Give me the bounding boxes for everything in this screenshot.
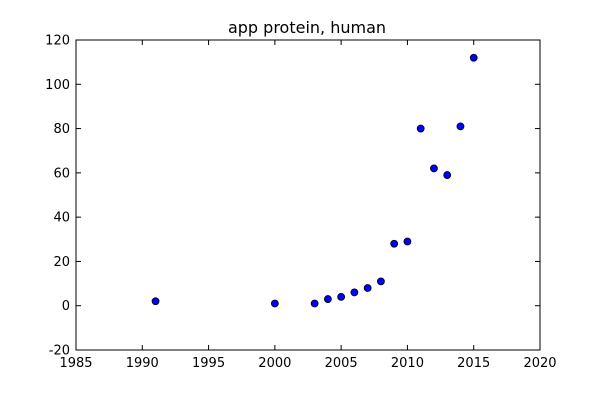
y-tick-label: 40	[53, 211, 70, 226]
x-tick-label: 1990	[126, 356, 159, 371]
data-point	[323, 295, 332, 303]
x-tick-label: 2005	[325, 356, 358, 371]
data-points	[151, 53, 478, 308]
data-point	[270, 299, 279, 308]
y-tick-label: 0	[62, 299, 70, 314]
data-point	[390, 239, 399, 248]
y-axis-ticks: -20 0 20 40 60 80 100 120	[45, 34, 540, 359]
x-tick-label: 2010	[391, 356, 424, 371]
data-point	[363, 284, 372, 292]
data-point	[469, 53, 478, 62]
data-point	[456, 122, 465, 131]
data-point	[337, 292, 346, 301]
y-tick-label: -20	[49, 344, 70, 359]
x-axis-ticks: 1985 1990 1995 2000 2005 2010 2015 2020	[59, 40, 557, 371]
data-point	[430, 164, 438, 173]
x-tick-label: 2000	[258, 356, 291, 371]
data-point	[403, 237, 412, 246]
x-tick-label: 1995	[192, 356, 225, 371]
y-tick-label: 120	[45, 34, 70, 49]
y-tick-label: 20	[53, 255, 70, 270]
y-tick-label: 60	[53, 166, 70, 181]
x-tick-label: 2020	[523, 356, 556, 371]
chart-title: app protein, human	[228, 18, 386, 37]
y-tick-label: 80	[53, 122, 70, 137]
x-tick-label: 2015	[457, 356, 490, 371]
data-point	[416, 124, 425, 133]
data-point	[310, 299, 319, 308]
data-point	[151, 297, 160, 306]
plot-area: 1985 1990 1995 2000 2005 2010 2015 2020 -20 0 20 4…	[45, 34, 556, 372]
axes-frame	[75, 39, 541, 351]
data-point	[443, 171, 452, 179]
x-tick-label: 1985	[59, 356, 92, 371]
data-point	[377, 277, 385, 286]
y-tick-label: 100	[45, 78, 70, 93]
data-point	[350, 288, 359, 297]
